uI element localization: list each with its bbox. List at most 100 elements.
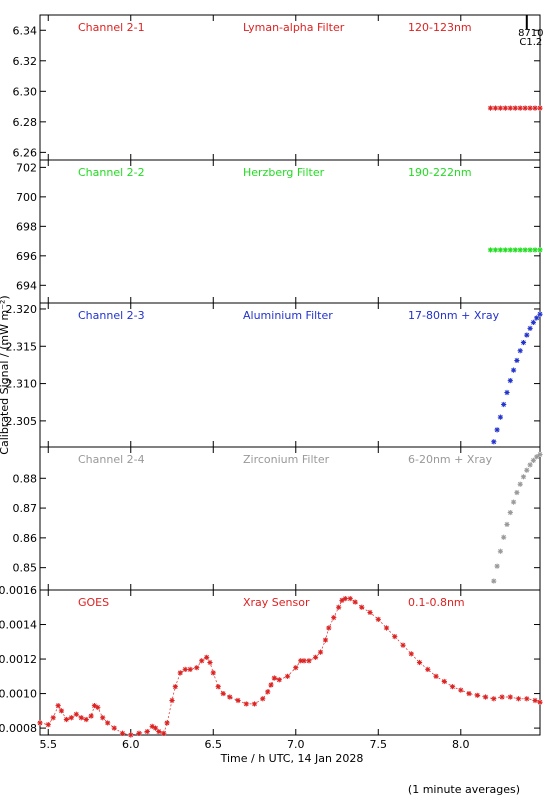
data-point xyxy=(433,673,439,679)
data-point xyxy=(491,696,497,702)
y-tick-label: 702 xyxy=(16,161,37,174)
y-tick-label: 0.88 xyxy=(13,472,38,485)
data-point xyxy=(284,673,291,679)
data-point xyxy=(144,728,150,735)
y-tick-label: 6.32 xyxy=(13,55,38,68)
y-tick-label: 2.320 xyxy=(6,303,38,316)
data-point xyxy=(520,339,527,346)
y-tick-label: 700 xyxy=(16,191,37,204)
data-point xyxy=(517,247,523,253)
data-point xyxy=(492,105,499,111)
panel-frame xyxy=(39,589,541,736)
y-tick-label: 0.85 xyxy=(13,562,38,575)
data-point xyxy=(527,462,533,468)
y-tick-label: 0.0008 xyxy=(0,722,37,735)
data-point xyxy=(367,609,373,616)
data-point xyxy=(441,678,447,685)
data-point xyxy=(251,701,258,707)
y-tick-label: 2.315 xyxy=(6,340,38,353)
panel-label: 6-20nm + Xray xyxy=(408,453,493,466)
data-point xyxy=(400,642,406,648)
data-point xyxy=(73,711,79,717)
panel-label: 17-80nm + Xray xyxy=(408,309,500,322)
y-tick-label: 6.30 xyxy=(13,85,38,98)
data-point xyxy=(524,332,530,338)
data-point xyxy=(494,563,500,569)
y-tick-label: 694 xyxy=(16,279,37,292)
data-point xyxy=(514,489,520,496)
data-point xyxy=(507,509,513,516)
data-point xyxy=(45,722,51,728)
data-point xyxy=(55,703,61,709)
data-point xyxy=(317,649,324,655)
data-point xyxy=(119,730,126,736)
y-tick-label: 0.86 xyxy=(13,532,38,545)
data-point xyxy=(416,659,423,666)
panel-channel-2-4: 0.85 0.86 0.87 0.88 Channel 2-4 Zirconium Fil… xyxy=(13,446,543,591)
data-point xyxy=(260,696,266,702)
panel-frame xyxy=(39,159,541,304)
data-point xyxy=(265,689,271,695)
y-tick-label: 0.0012 xyxy=(0,653,37,666)
data-point xyxy=(331,615,337,621)
x-tick-label: 7.5 xyxy=(370,738,388,751)
x-tick-label: 6.5 xyxy=(205,738,223,751)
data-point xyxy=(527,105,533,111)
data-point xyxy=(243,701,249,707)
data-point xyxy=(466,690,472,697)
x-tick-label: 8.0 xyxy=(452,738,470,751)
data-point xyxy=(532,697,538,704)
panel-frame xyxy=(39,446,541,591)
data-point xyxy=(326,625,332,631)
y-tick-label: 698 xyxy=(16,220,37,233)
data-point xyxy=(527,247,533,253)
data-point xyxy=(293,665,299,671)
data-point xyxy=(128,732,134,738)
data-point xyxy=(507,105,513,111)
data-point xyxy=(537,699,543,705)
data-point xyxy=(105,720,111,726)
data-point xyxy=(227,694,233,700)
footnote: (1 minute averages) xyxy=(408,783,520,796)
data-point xyxy=(187,666,193,673)
data-point xyxy=(298,658,304,664)
x-axis-label: Time / h UTC, 14 Jan 2028 xyxy=(220,752,364,765)
data-point xyxy=(512,247,518,253)
series-line xyxy=(39,598,541,736)
data-point xyxy=(352,599,358,605)
data-point xyxy=(497,548,503,554)
panel-label: Channel 2-2 xyxy=(78,166,145,179)
data-point xyxy=(504,521,510,528)
data-point xyxy=(392,634,398,640)
data-point xyxy=(58,708,65,714)
data-point xyxy=(482,694,489,700)
data-point xyxy=(504,389,510,396)
data-point xyxy=(532,247,538,253)
panel-label: 120-123nm xyxy=(408,21,472,34)
data-point xyxy=(136,730,142,736)
event-label-top: 8710 xyxy=(518,28,543,39)
data-point xyxy=(301,658,307,664)
event-label-bottom: C1.2 xyxy=(519,37,542,48)
data-point xyxy=(204,654,210,660)
data-point xyxy=(527,325,533,331)
y-tick-label: 6.34 xyxy=(13,24,38,37)
y-tick-label: 0.0010 xyxy=(0,688,37,701)
data-point xyxy=(507,694,513,700)
data-point xyxy=(487,247,494,253)
data-point xyxy=(537,451,543,458)
data-point xyxy=(501,534,507,540)
panel-label: Herzberg Filter xyxy=(243,166,325,179)
y-tick-label: 0.0014 xyxy=(0,619,37,632)
data-point xyxy=(537,105,543,111)
data-point xyxy=(169,697,175,704)
data-point xyxy=(156,728,162,735)
data-point xyxy=(199,658,205,664)
data-point xyxy=(530,319,536,325)
data-point xyxy=(514,357,520,364)
data-point xyxy=(507,377,513,384)
data-point xyxy=(322,637,329,643)
data-point xyxy=(207,659,213,666)
data-point xyxy=(534,315,540,321)
panel-frame xyxy=(39,14,541,161)
